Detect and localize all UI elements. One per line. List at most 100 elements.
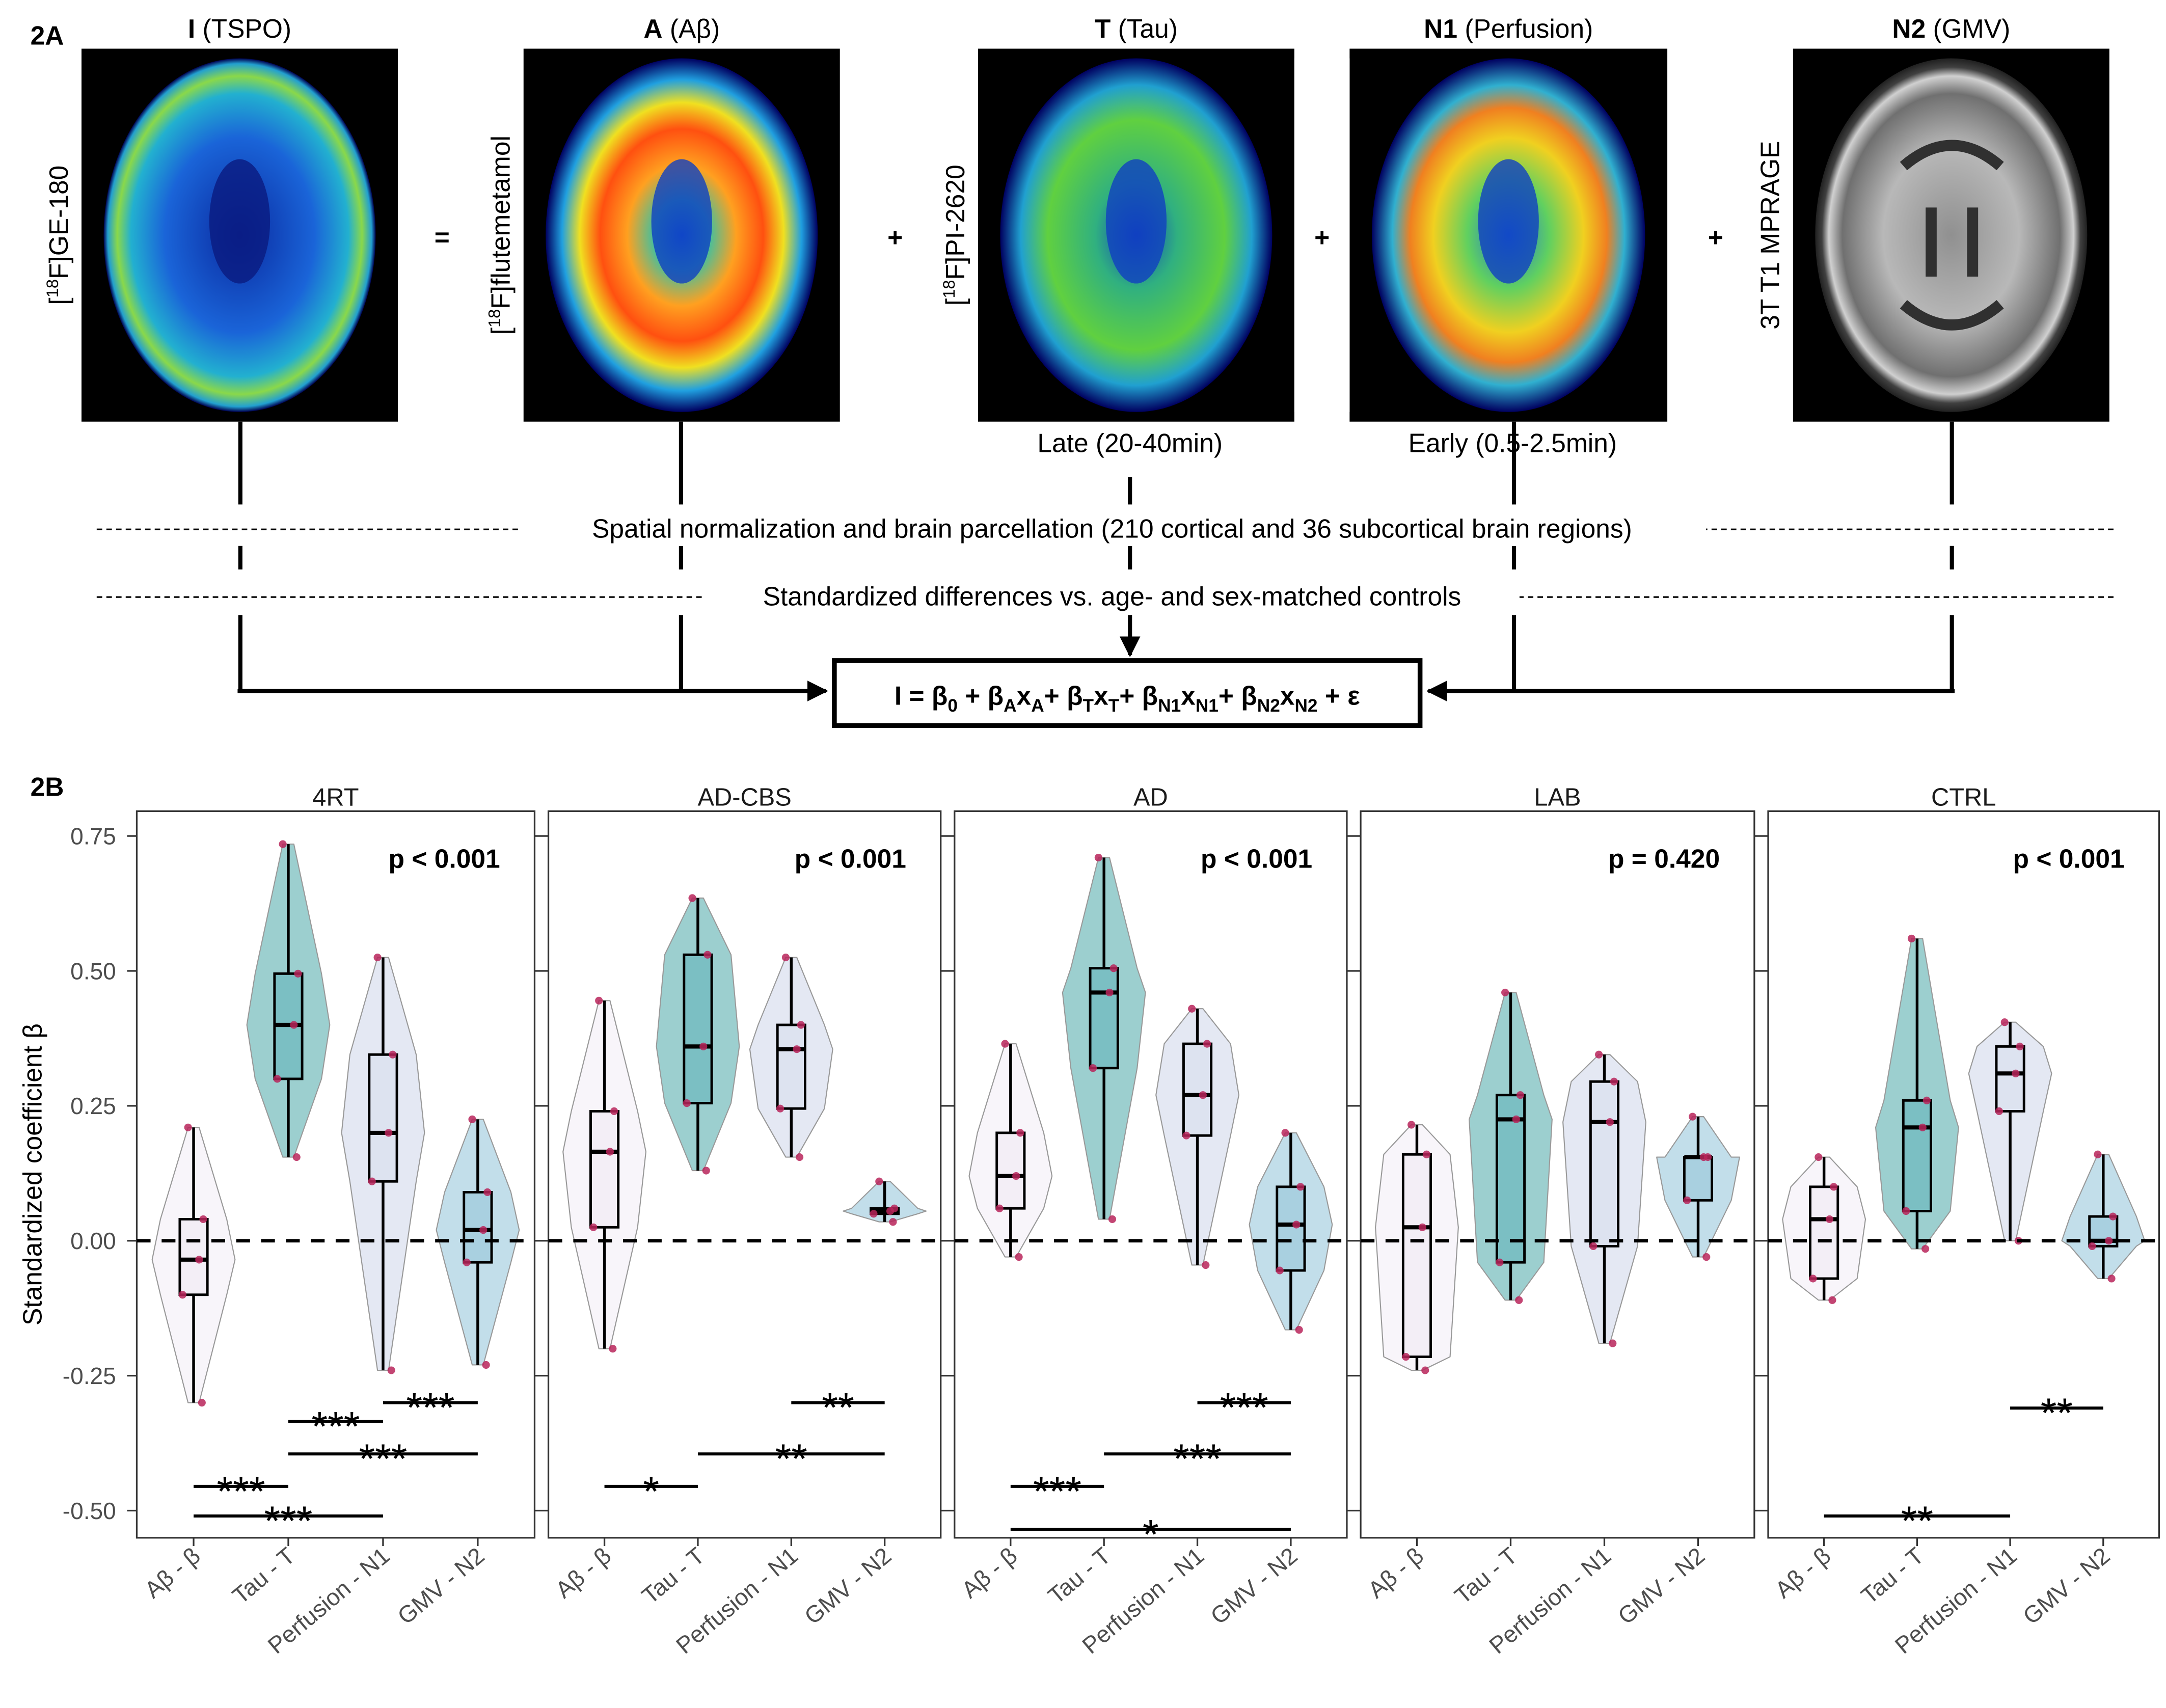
data-point: [1402, 1352, 1410, 1361]
data-point: [1995, 1107, 2003, 1116]
x-tick-label: Aβ - β: [957, 1542, 1022, 1603]
box: [1089, 967, 1119, 1070]
significance-stars: **: [775, 1436, 807, 1482]
image-title-bold: N2: [1892, 14, 1926, 43]
box: [368, 1053, 398, 1183]
x-tick-label: Aβ - β: [1770, 1542, 1835, 1603]
data-point: [795, 1153, 804, 1161]
brain-image-mri-t1: [1793, 48, 2109, 422]
box: [1683, 1156, 1714, 1202]
x-tick-label: GMV - N2: [799, 1542, 896, 1629]
data-point: [1918, 1123, 1927, 1131]
data-point: [1595, 1050, 1603, 1059]
data-point: [1105, 988, 1114, 997]
significance-stars: ***: [406, 1385, 454, 1431]
x-tick-label: Tau - T: [637, 1542, 710, 1609]
box: [1276, 1185, 1306, 1272]
tracer-label: [18F]GE-180: [43, 166, 73, 305]
data-point: [1422, 1150, 1431, 1158]
data-point: [776, 1104, 784, 1113]
data-point: [294, 969, 302, 978]
data-point: [387, 1366, 395, 1374]
tracer-label: [18F]PI-2620: [940, 165, 970, 306]
image-title-rest: (Aβ): [663, 14, 720, 43]
data-point: [1907, 934, 1916, 943]
data-point: [1407, 1121, 1416, 1129]
data-point: [1276, 1266, 1284, 1275]
operator-sign: +: [1708, 222, 1723, 252]
data-point: [1421, 1366, 1429, 1374]
formula-box: [832, 658, 1423, 728]
formula-part: + β: [958, 681, 1004, 711]
data-point: [1296, 1183, 1305, 1191]
box: [1589, 1080, 1620, 1248]
data-point: [1094, 853, 1102, 862]
box: [1182, 1042, 1213, 1137]
processing-step: Standardized differences vs. age- and se…: [763, 581, 1461, 611]
data-point: [1825, 1215, 1834, 1223]
data-point: [1295, 1326, 1303, 1334]
data-point: [373, 953, 382, 962]
formula-subscript: T: [1083, 696, 1094, 716]
data-point: [195, 1256, 203, 1264]
formula-part: + β: [1219, 681, 1257, 711]
facet-title: 4RT: [312, 784, 359, 811]
data-point: [1089, 1064, 1097, 1072]
data-point: [1015, 1253, 1023, 1261]
data-point: [1830, 1183, 1838, 1191]
data-point: [292, 1153, 301, 1161]
data-point: [870, 1210, 878, 1218]
box: [1495, 1094, 1526, 1264]
data-point: [1012, 1172, 1020, 1180]
tracer-superscript: 18: [43, 279, 62, 297]
image-title-bold: N1: [1424, 14, 1457, 43]
y-tick-label: 0.00: [70, 1228, 116, 1254]
formula-part: x: [1280, 681, 1295, 711]
facet-title: CTRL: [1931, 784, 1996, 811]
data-point: [482, 1361, 490, 1369]
data-point: [1016, 1129, 1024, 1137]
data-point: [2000, 1018, 2009, 1026]
data-point: [2105, 1237, 2113, 1245]
data-point: [1703, 1153, 1712, 1161]
ventricle-region: [1478, 159, 1539, 284]
tracer-suffix: F]flutemetamol: [486, 135, 516, 309]
formula-subscript: A: [1031, 696, 1044, 716]
data-point: [1902, 1207, 1910, 1215]
y-tick-label: 0.75: [70, 823, 116, 849]
data-point: [1512, 1115, 1520, 1123]
image-title: N1 (Perfusion): [1424, 14, 1593, 43]
data-point: [1589, 1242, 1598, 1250]
x-tick-label: Tau - T: [227, 1542, 300, 1609]
data-point: [2107, 1275, 2116, 1283]
data-point: [2109, 1212, 2117, 1221]
data-point: [290, 1021, 298, 1029]
facet-title: AD: [1133, 784, 1168, 811]
step-label-bg: [704, 578, 1520, 614]
tracer-label: 3T T1 MPRAGE: [1755, 141, 1785, 330]
formula-subscript: N2: [1294, 696, 1317, 716]
data-point: [1923, 1096, 1931, 1104]
regression-formula: I = β0 + βAxA+ βTxT+ βN1xN1+ βN2xN2 + ε: [895, 681, 1360, 716]
data-point: [479, 1226, 488, 1234]
image-title: A (Aβ): [643, 14, 720, 43]
tracer-suffix: F]PI-2620: [940, 165, 970, 280]
data-point: [606, 1148, 614, 1156]
image-title-rest: (Perfusion): [1457, 14, 1593, 43]
p-value-label: p < 0.001: [795, 844, 906, 874]
data-point: [389, 1050, 397, 1059]
tracer-prefix: [: [940, 299, 970, 306]
step-label-bg: [518, 510, 1706, 546]
ventricles: [1900, 140, 2004, 331]
image-title-bold: I: [188, 14, 195, 43]
data-point: [781, 953, 790, 962]
data-point: [688, 894, 696, 902]
data-point: [1182, 1131, 1190, 1140]
data-point: [1609, 1339, 1617, 1347]
data-point: [995, 1204, 1004, 1212]
significance-stars: **: [1901, 1498, 1933, 1544]
